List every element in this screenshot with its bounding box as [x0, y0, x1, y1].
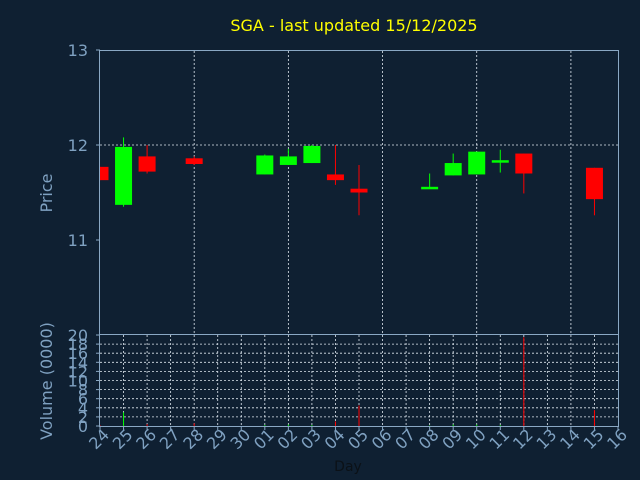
candle-body [350, 188, 368, 193]
candle-body [115, 146, 133, 205]
volume-tick-label: 10 [68, 372, 88, 391]
price-grid [100, 51, 618, 334]
volume-tick-label: 4 [78, 399, 88, 418]
price-tick-label: 11 [68, 231, 88, 250]
price-tick-label: 12 [68, 136, 88, 155]
candle-body [185, 158, 203, 164]
volume-tick-label: 16 [68, 344, 88, 363]
volume-tick-label: 18 [68, 335, 88, 354]
volume-axis-label: Volume (0000) [37, 322, 56, 440]
volume-grid [100, 335, 618, 426]
price-y-ticks: 11 12 13 [68, 41, 100, 250]
candle-body [326, 174, 344, 181]
candle-body [256, 155, 274, 175]
volume-tick-label: 2 [78, 408, 88, 427]
volume-tick-label: 20 [68, 326, 88, 345]
candle-body [468, 151, 486, 175]
x-ticks: 2425262728293001020304050607080910111213… [85, 425, 631, 453]
candle-body [303, 145, 321, 164]
volume-tick-label: 8 [78, 381, 88, 400]
candle-body [515, 153, 533, 174]
candle-body [585, 167, 603, 200]
candle-body [444, 163, 462, 176]
candle-body [421, 186, 439, 190]
volume-tick-label: 6 [78, 390, 88, 409]
price-axis-label: Price [37, 173, 56, 212]
price-tick-label: 13 [68, 41, 88, 60]
candle-body [491, 160, 509, 163]
volume-tick-label: 12 [68, 362, 88, 381]
x-axis-label: Day [334, 459, 362, 475]
candle-body [138, 156, 156, 172]
volume-tick-label: 14 [68, 353, 88, 372]
candles [99, 137, 603, 216]
volume-tick-label: 0 [78, 417, 88, 436]
chart-title: SGA - last updated 15/12/2025 [230, 16, 477, 35]
candle-body [279, 156, 297, 165]
candle-body [100, 166, 109, 181]
